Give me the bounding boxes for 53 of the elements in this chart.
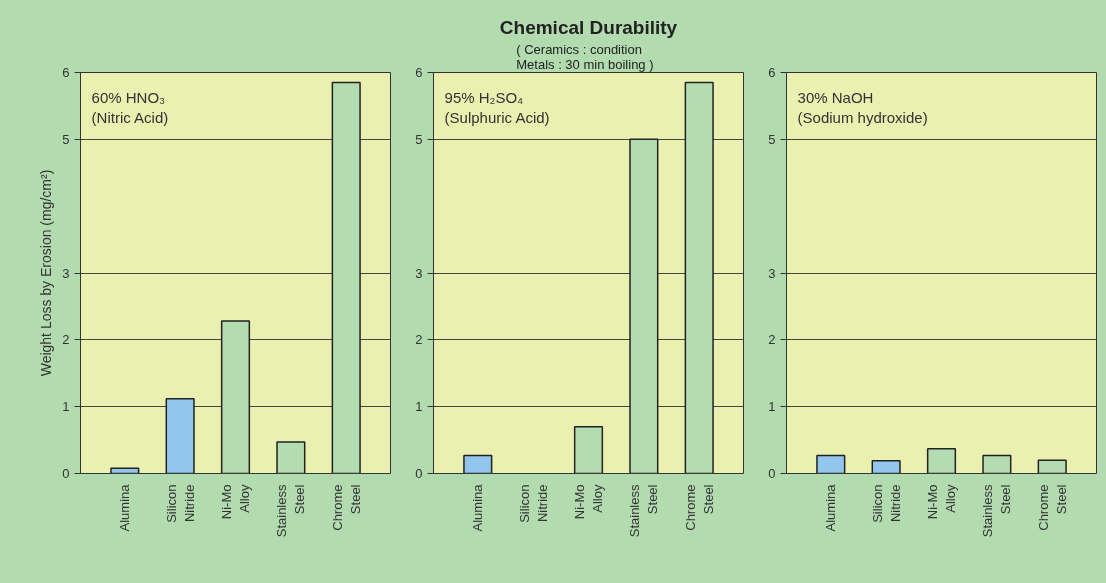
bar (220, 320, 251, 474)
y-tick-label: 6 (415, 65, 423, 80)
x-tick-label: Stainless Steel (274, 484, 308, 538)
bar (276, 441, 306, 474)
bar (573, 425, 604, 474)
y-tick-label: 3 (768, 265, 776, 281)
bar (110, 467, 140, 474)
x-tick-label: Chrome Steel (682, 484, 716, 531)
x-tick-label: Alumina (823, 483, 839, 532)
y-tick-label: 0 (62, 466, 70, 481)
y-tick-label: 1 (768, 399, 776, 415)
annotation: 30% NaOH (Sodium hydroxide) (797, 88, 928, 126)
bar (1037, 459, 1067, 474)
x-tick-label: Chrome Steel (1035, 484, 1069, 531)
annotation: 60% HNO₃ (Nitric Acid) (91, 88, 169, 126)
bar (331, 81, 361, 474)
y-tick-label: 2 (415, 332, 423, 348)
chart-title: Chemical Durability (499, 16, 678, 38)
bar (165, 397, 195, 474)
bar (926, 448, 957, 474)
y-tick-label: 3 (62, 265, 70, 281)
chart-subtitle: ( Ceramics : condition Metals : 30 min boiling ) (516, 41, 654, 72)
x-tick-label: Stainless Steel (627, 484, 661, 538)
bar (816, 454, 846, 474)
y-tick-label: 5 (768, 131, 776, 147)
y-tick-label: 2 (768, 332, 776, 348)
x-tick-label: Ni-Mo Alloy (572, 484, 605, 520)
x-tick-label: Ni-Mo Alloy (925, 484, 958, 520)
y-tick-label: 0 (415, 466, 423, 481)
y-tick-label: 5 (62, 131, 70, 147)
y-tick-label: 2 (62, 332, 70, 348)
x-tick-label: Silicon Nitride (869, 484, 903, 523)
y-tick-label: 1 (62, 399, 70, 415)
y-tick-label: 3 (415, 265, 423, 281)
y-tick-label: 6 (62, 65, 70, 80)
x-tick-label: Stainless Steel (980, 484, 1014, 538)
annotation: 95% H₂SO₄ (Sulphuric Acid) (444, 88, 550, 126)
bar (463, 454, 493, 474)
bar (982, 454, 1012, 474)
x-tick-label: Alumina (470, 483, 486, 532)
y-tick-label: 1 (415, 399, 423, 415)
y-tick-label: 5 (415, 131, 423, 147)
y-tick-label: 6 (768, 65, 776, 80)
y-tick-label: 0 (768, 466, 776, 481)
bar (684, 81, 714, 474)
x-tick-label: Chrome Steel (329, 484, 363, 531)
x-tick-label: Silicon Nitride (163, 484, 197, 523)
x-tick-label: Ni-Mo Alloy (219, 484, 252, 520)
x-tick-label: Alumina (117, 483, 133, 532)
bar (629, 138, 659, 474)
x-tick-label: Silicon Nitride (516, 484, 550, 523)
bar (871, 460, 901, 474)
y-axis-title: Weight Loss by Erosion (mg/cm²) (38, 169, 55, 377)
